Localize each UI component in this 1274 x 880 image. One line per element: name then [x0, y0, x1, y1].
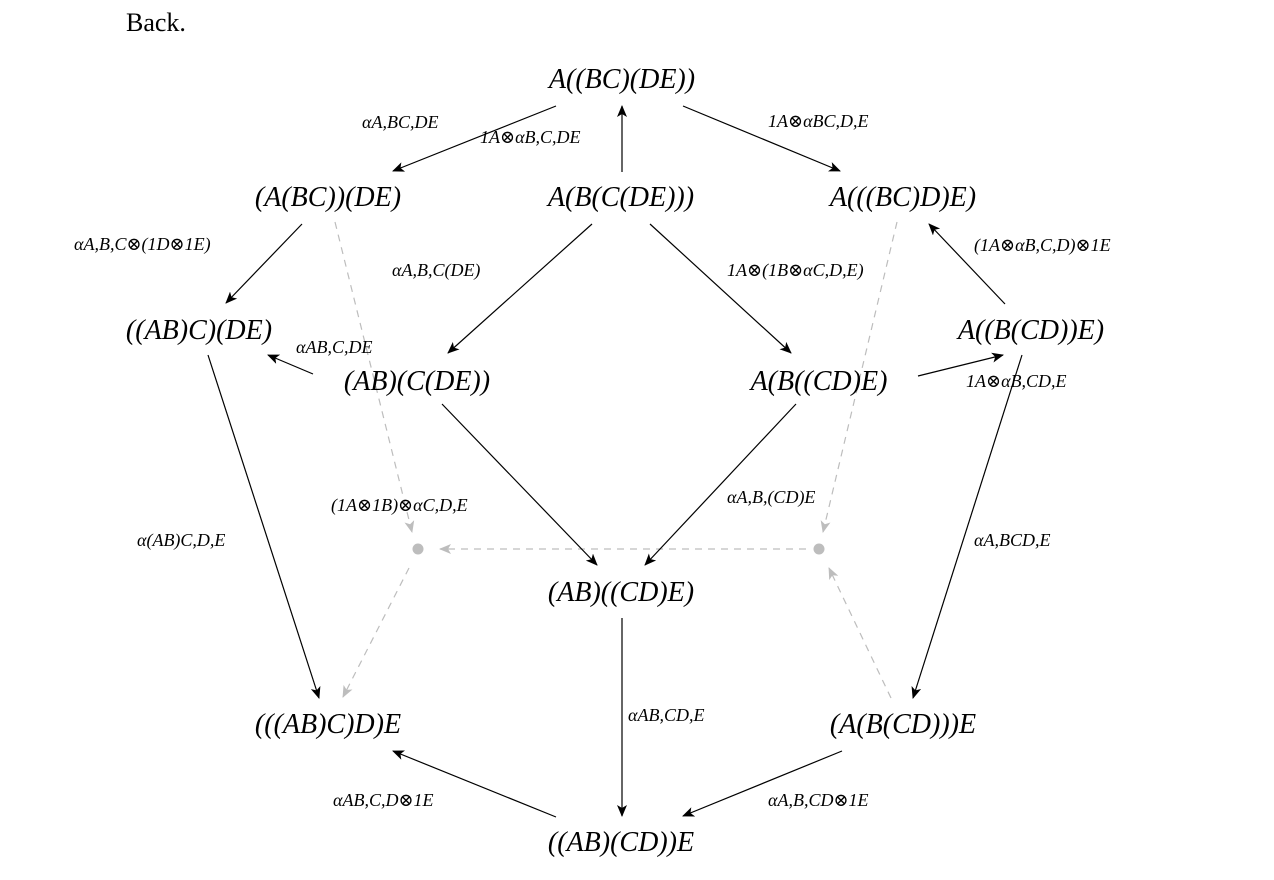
object-mid-right: A(B((CD)E)	[749, 366, 888, 397]
label-alpha-AB-C-D-id-E: αAB,C,D⊗1E	[333, 790, 434, 810]
dashed-arrow-upper-right-to-right-node	[820, 221, 898, 533]
label-alpha-AB-C-DE: αAB,C,DE	[296, 337, 372, 357]
dashed-arrow-left-node-to-lower-left	[342, 567, 410, 698]
label-alpha-A-BCD-E: αA,BCD,E	[974, 530, 1050, 550]
object-mid-far-left: ((AB)C)(DE)	[126, 315, 272, 346]
label-id-A-alpha-B-C-DE: 1A⊗αB,C,DE	[480, 127, 581, 147]
dashed-arrow-lower-right-to-right-node	[828, 567, 892, 699]
arrow-mid-left-to-mid-far-left	[267, 354, 314, 375]
arrow-mid-right-to-center	[644, 403, 797, 566]
label-alpha-A-B-CD-id-E: αA,B,CD⊗1E	[768, 790, 869, 810]
object-upper-right: A(((BC)D)E)	[828, 182, 976, 213]
object-lower-left: (((AB)C)D)E	[255, 709, 401, 740]
arrow-top-to-upper-left	[392, 105, 557, 172]
arrow-upper-center-to-mid-right	[649, 223, 792, 354]
label-ids-alpha-C-D-E: (1A⊗1B)⊗αC,D,E	[331, 495, 468, 516]
label-id-A-alpha-B-C-D-id-E: (1A⊗αB,C,D)⊗1E	[974, 235, 1111, 256]
solid-arrows	[207, 105, 1023, 818]
morphism-labels: αA,BC,DE 1A⊗αB,C,DE 1A⊗αBC,D,E αA,B,C⊗(1…	[74, 111, 1111, 810]
arrow-mid-left-to-center	[441, 403, 598, 566]
label-alpha-A-B-C-ids: αA,B,C⊗(1D⊗1E)	[74, 234, 211, 255]
objects: A((BC)(DE)) (A(BC))(DE) A(B(C(DE))) A(((…	[126, 64, 1104, 858]
label-alpha-A-B-CD-E: αA,B,(CD)E	[727, 487, 815, 508]
object-upper-center: A(B(C(DE)))	[546, 182, 694, 213]
arrow-mid-far-right-to-upper-right	[928, 223, 1006, 305]
label-alpha-AB-CD-E: αAB,CD,E	[628, 705, 704, 725]
object-top: A((BC)(DE))	[547, 64, 695, 95]
arrow-mid-right-to-mid-far-right	[917, 352, 1004, 377]
label-alpha-A-BC-DE: αA,BC,DE	[362, 112, 438, 132]
label-id-A-alpha-BC-D-E: 1A⊗αBC,D,E	[768, 111, 869, 131]
object-mid-left: (AB)(C(DE))	[344, 366, 490, 397]
object-bottom: ((AB)(CD))E	[548, 827, 694, 858]
arrow-mid-far-left-to-lower-left	[207, 354, 321, 699]
object-mid-far-right: A((B(CD))E)	[956, 315, 1104, 346]
label-alpha-A-B-CDE: αA,B,C(DE)	[392, 260, 480, 281]
arrow-upper-left-to-mid-far-left	[225, 223, 303, 304]
object-upper-left: (A(BC))(DE)	[255, 182, 401, 213]
object-lower-right: (A(B(CD)))E	[830, 709, 976, 740]
hidden-node-left	[412, 543, 424, 555]
hidden-node-right	[813, 543, 825, 555]
dashed-arrow-upper-left-to-left-node	[334, 221, 415, 533]
hidden-arrows	[334, 221, 898, 699]
arrow-upper-center-to-mid-left	[447, 223, 593, 354]
arrow-lower-right-to-bottom	[682, 750, 843, 817]
arrow-bottom-to-lower-left	[392, 750, 557, 818]
object-center: (AB)((CD)E)	[548, 577, 694, 608]
arrow-mid-far-right-to-lower-right	[911, 354, 1023, 699]
label-id-A-id-B-alpha-C-D-E: 1A⊗(1B⊗αC,D,E)	[727, 260, 864, 281]
arrow-top-to-upper-right	[682, 105, 841, 172]
back-label: Back.	[126, 8, 186, 37]
label-id-A-alpha-B-CD-E: 1A⊗αB,CD,E	[966, 371, 1067, 391]
label-alpha-AB-C-D-E: α(AB)C,D,E	[137, 530, 225, 551]
